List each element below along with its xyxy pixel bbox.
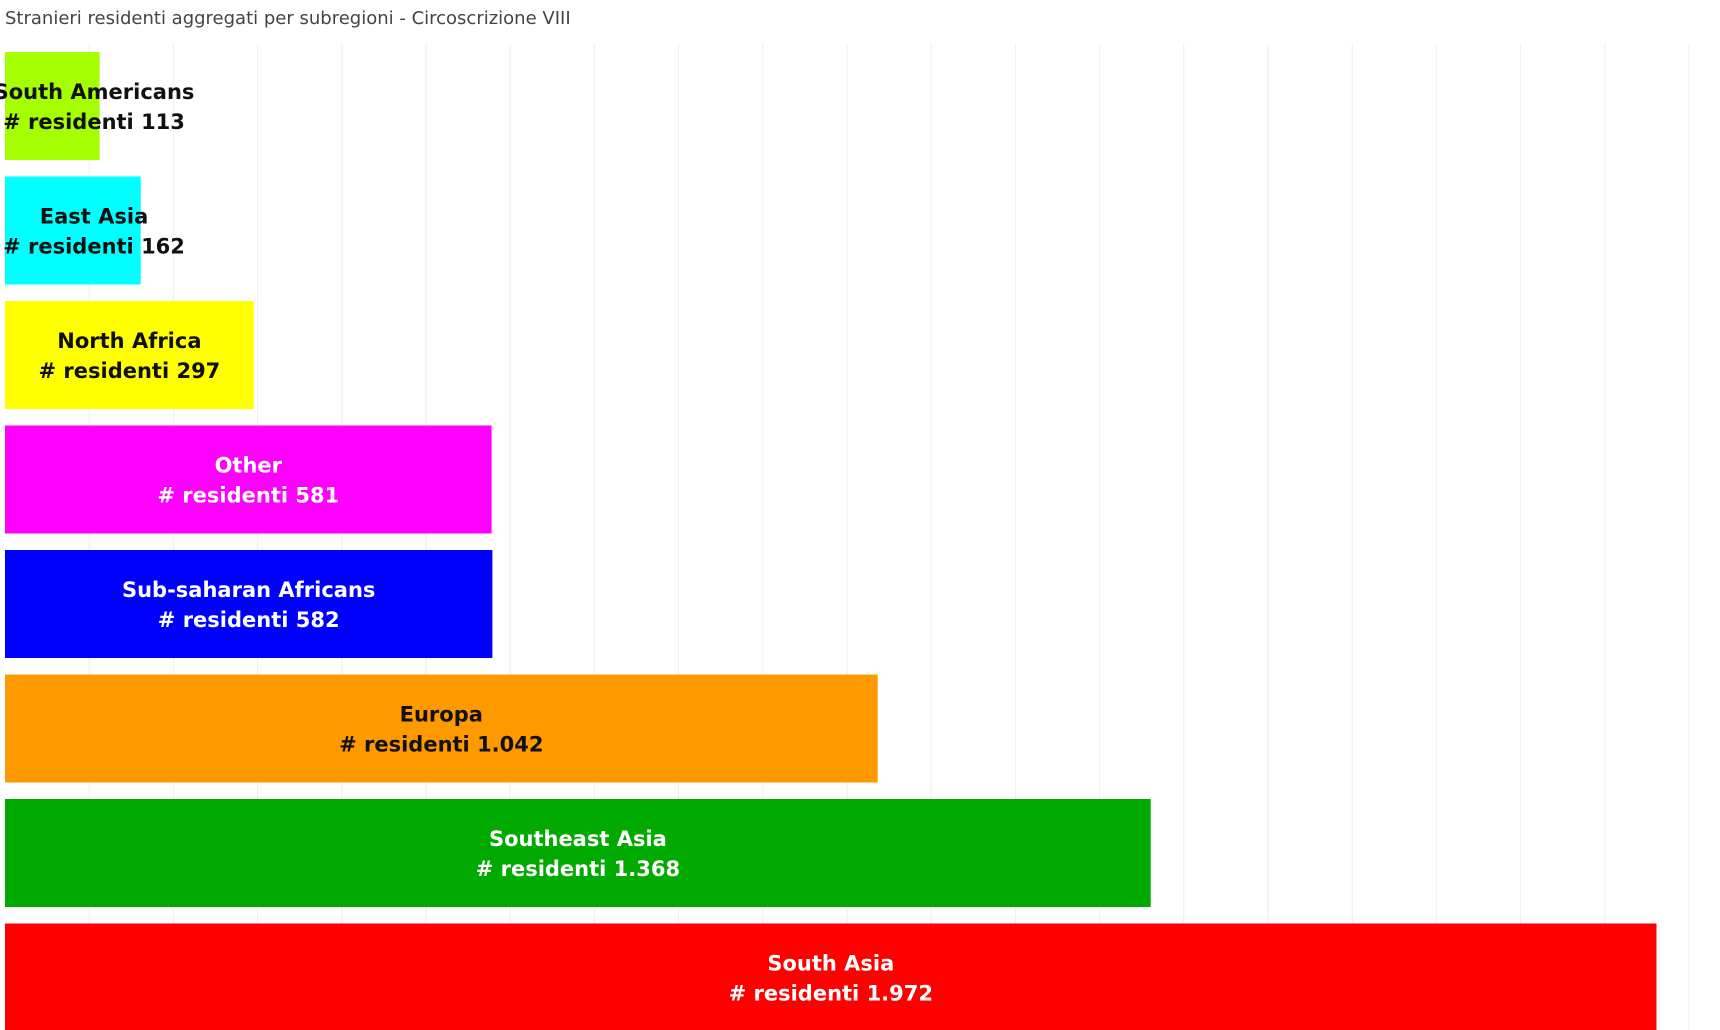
bar[interactable] <box>5 301 254 409</box>
bar-labels: South Americans # residenti 113 East Asia #… <box>0 80 933 1006</box>
bar-category-label: South Asia <box>767 952 894 976</box>
bar-value-label: # residenti 297 <box>38 359 220 383</box>
bar[interactable] <box>5 176 141 285</box>
bars <box>5 52 1657 1030</box>
bar-category-label: Other <box>215 454 283 478</box>
bar-value-label: # residenti 1.972 <box>729 982 933 1006</box>
bar[interactable] <box>5 799 1151 907</box>
bar-value-label: # residenti 1.042 <box>339 733 543 757</box>
bar-value-label: # residenti 581 <box>157 484 339 508</box>
bar-category-label: Sub-saharan Africans <box>122 578 375 602</box>
bar-value-label: # residenti 1.368 <box>476 857 680 881</box>
bar[interactable] <box>5 52 100 160</box>
bar-value-label: # residenti 113 <box>3 110 185 134</box>
bar-category-label: Southeast Asia <box>489 827 667 851</box>
bar[interactable] <box>5 425 492 534</box>
bar-category-label: North Africa <box>57 329 201 353</box>
chart-title: Stranieri residenti aggregati per subreg… <box>5 8 571 29</box>
bar[interactable] <box>5 674 878 783</box>
bar[interactable] <box>5 550 493 658</box>
bar-category-label: Europa <box>400 703 483 727</box>
bar-category-label: South Americans <box>0 80 194 104</box>
bar-category-label: East Asia <box>40 205 149 229</box>
bar-value-label: # residenti 162 <box>3 235 185 259</box>
bar[interactable] <box>5 923 1657 1030</box>
bar-value-label: # residenti 582 <box>158 608 340 632</box>
